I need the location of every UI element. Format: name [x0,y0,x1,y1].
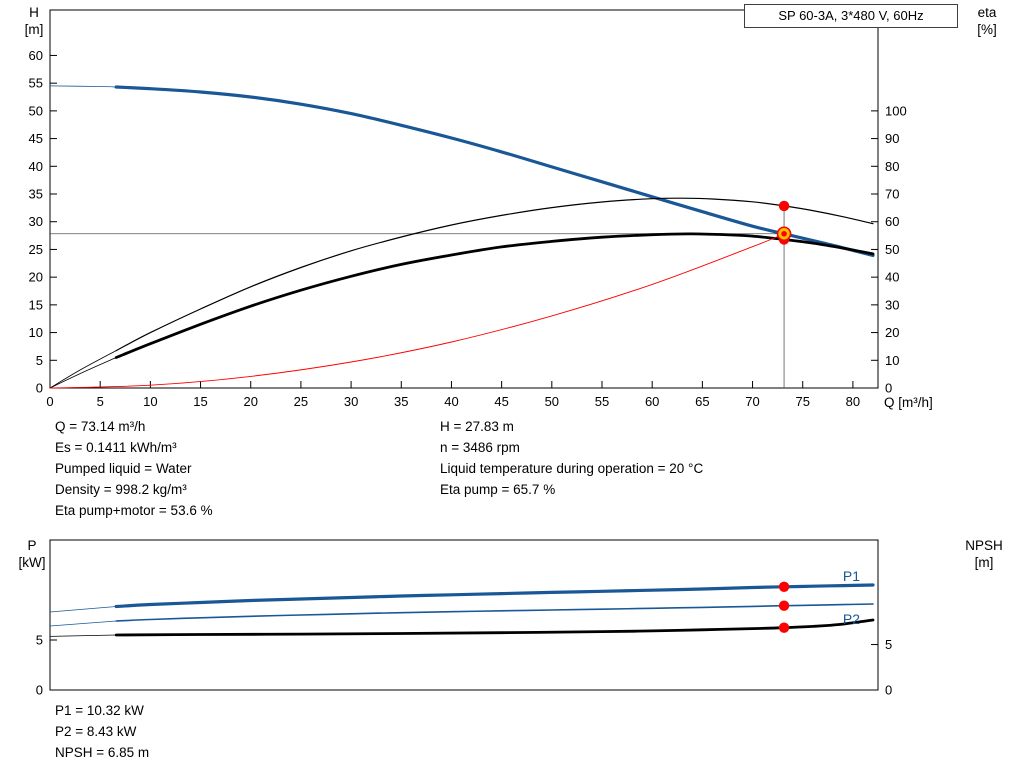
power-npsh-chart: 0 5 0 5 P1 P2 [36,539,892,698]
h-axis-label: H [m] [16,4,52,38]
info-q: Q = 73.14 m³/h [55,419,146,434]
y-right-tick-label: 80 [885,159,899,174]
lead-eta-pump-motor-curve [49,357,117,389]
x-tick-label: 75 [795,394,809,409]
info-npsh: NPSH = 6.85 m [55,745,150,760]
plot-frame [49,9,879,389]
y-right-tick-label: 40 [885,270,899,285]
info-density: Density = 998.2 kg/m³ [55,482,187,497]
lead-p1-curve [49,606,117,613]
series-label-P1: P1 [843,568,860,584]
y-right-tick-label: 20 [885,325,899,340]
eta-axis-unit: [%] [977,22,997,37]
x-tick-label: 5 [97,394,104,409]
duty-info-left: Q = 73.14 m³/h Es = 0.1411 kWh/m³ Pumped… [55,419,213,524]
x-tick-label: 70 [745,394,759,409]
y-left-tick-label: 35 [29,187,43,202]
marker-p1-point [778,581,790,592]
curve-eta-pump-curve [115,197,874,352]
y-left-tick-label: 45 [29,131,43,146]
x-tick-label: 45 [494,394,508,409]
y-left-tick-label: 0 [36,381,43,396]
y-right-tick-label: 5 [885,637,892,652]
info-es: Es = 0.1411 kWh/m³ [55,440,177,455]
y-right-tick-label: 0 [885,683,892,698]
npsh-axis-label: NPSH [m] [958,537,1010,571]
npsh-axis-symbol: NPSH [965,538,1003,553]
info-eta-pump-motor: Eta pump+motor = 53.6 % [55,503,213,518]
y-left-tick-label: 55 [29,76,43,91]
y-left-tick-label: 40 [29,159,43,174]
eta-axis-label: eta [%] [966,4,1008,38]
y-right-tick-label: 0 [885,381,892,396]
x-tick-label: 0 [46,394,53,409]
curve-npsh-curve [114,618,875,637]
x-tick-label: 80 [846,394,860,409]
series-label-P2: P2 [843,611,860,627]
y-right-tick-label: 10 [885,353,899,368]
y-right-tick-label: 50 [885,242,899,257]
npsh-axis-unit: [m] [974,555,994,570]
y-left-tick-label: 15 [29,297,43,312]
y-left-tick-label: 5 [36,633,43,648]
curve-p2-curve [115,603,874,622]
curve-p1-curve [114,583,875,609]
eta-axis-symbol: eta [977,5,997,20]
x-tick-label: 60 [645,394,659,409]
duty-point-center [781,230,787,237]
y-right-tick-label: 90 [885,131,899,146]
x-tick-label: 25 [294,394,308,409]
y-right-tick-label: 100 [885,103,907,118]
y-left-tick-label: 10 [29,325,43,340]
marker-npsh-point [778,622,790,633]
plot-frame [49,539,879,691]
y-right-tick-label: 60 [885,214,899,229]
p-axis-unit: [kW] [18,555,46,570]
x-tick-label: 40 [444,394,458,409]
info-p2: P2 = 8.43 kW [55,724,137,739]
y-left-tick-label: 5 [36,353,43,368]
x-tick-label: 35 [394,394,408,409]
x-tick-label: 55 [595,394,609,409]
curve-system-curve [49,233,785,389]
marker-p2-point [778,600,790,611]
lead-head-curve [49,85,117,88]
y-right-tick-label: 30 [885,297,899,312]
info-h: H = 27.83 m [440,419,514,434]
x-tick-label: 15 [193,394,207,409]
y-left-tick-label: 50 [29,103,43,118]
p-axis-symbol: P [27,538,37,553]
info-pumped-liquid: Pumped liquid = Water [55,461,192,476]
hq-eta-chart: 0510152025303540455055600102030405060708… [29,9,907,409]
x-tick-label: 30 [344,394,358,409]
y-right-tick-label: 70 [885,187,899,202]
power-info: P1 = 10.32 kW P2 = 8.43 kW NPSH = 6.85 m [55,703,149,766]
h-axis-symbol: H [29,5,39,20]
h-axis-unit: [m] [24,22,44,37]
pump-title-box: SP 60-3A, 3*480 V, 60Hz [744,4,958,28]
lead-eta-pump-curve [49,350,117,389]
info-liquid-temp: Liquid temperature during operation = 20… [440,461,704,476]
y-left-tick-label: 25 [29,242,43,257]
duty-info-right: H = 27.83 m n = 3486 rpm Liquid temperat… [440,419,703,503]
info-n: n = 3486 rpm [440,440,520,455]
info-eta-pump: Eta pump = 65.7 % [440,482,556,497]
x-tick-label: 50 [545,394,559,409]
y-left-tick-label: 60 [29,48,43,63]
y-left-tick-label: 0 [36,683,43,698]
lead-p2-curve [49,620,117,627]
y-left-tick-label: 30 [29,214,43,229]
q-axis-label: Q [m³/h] [884,395,933,410]
curve-head-curve [114,85,875,258]
x-tick-label: 10 [143,394,157,409]
y-left-tick-label: 20 [29,270,43,285]
info-p1: P1 = 10.32 kW [55,703,144,718]
lead-npsh-curve [49,634,117,637]
p-axis-label: P [kW] [12,537,52,571]
marker-eta-pump-point [778,200,790,212]
x-tick-label: 20 [243,394,257,409]
x-tick-label: 65 [695,394,709,409]
